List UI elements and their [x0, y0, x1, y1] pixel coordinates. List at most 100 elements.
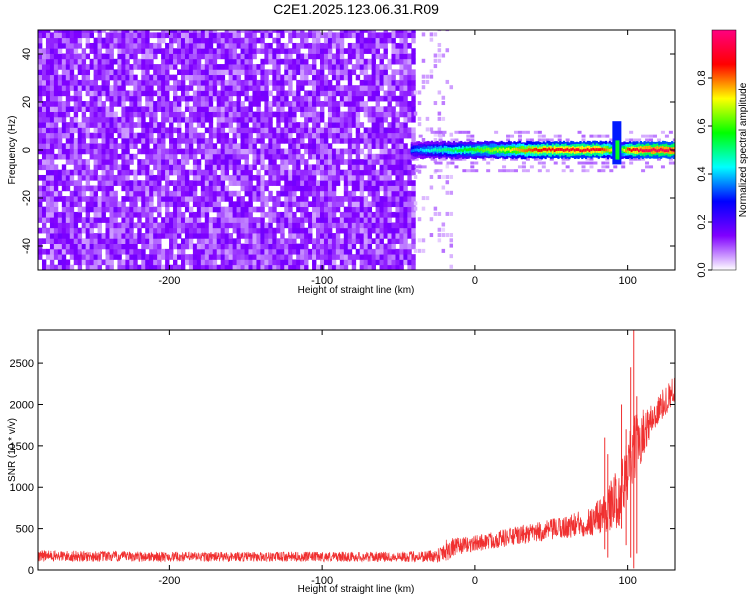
carrier-cell	[429, 149, 432, 153]
heatmap-cell	[184, 217, 190, 223]
heatmap-cell	[85, 116, 91, 123]
heatmap-cell	[192, 132, 198, 139]
heatmap-cell	[224, 248, 230, 255]
heatmap-cell	[343, 180, 349, 186]
heatmap-cell	[296, 233, 301, 239]
heatmap-cell	[355, 169, 361, 176]
heatmap-cell	[133, 153, 138, 160]
heatmap-cell-halo	[581, 165, 586, 169]
heatmap-cell-halo	[521, 161, 526, 165]
heatmap-cell	[192, 211, 198, 218]
heatmap-cell	[161, 248, 166, 255]
heatmap-cell	[133, 85, 138, 91]
heatmap-cell	[97, 180, 102, 186]
heatmap-cell	[169, 201, 174, 208]
carrier-cell	[529, 148, 533, 152]
heatmap-cell	[248, 243, 253, 250]
heatmap-cell	[105, 180, 110, 186]
heatmap-cell-halo	[561, 169, 566, 173]
heatmap-cell	[371, 259, 376, 266]
heatmap-cell	[383, 233, 388, 239]
heatmap-cell	[184, 222, 190, 229]
heatmap-cell-halo	[585, 161, 590, 165]
heatmap-cell	[73, 233, 79, 239]
heatmap-cell	[395, 233, 400, 239]
heatmap-cell	[375, 143, 380, 149]
heatmap-cell	[192, 201, 198, 208]
heatmap-cell	[403, 69, 408, 76]
heatmap-cell	[85, 159, 91, 165]
heatmap-cell	[93, 116, 98, 123]
heatmap-cell	[387, 95, 392, 102]
heatmap-cell	[61, 264, 67, 270]
heatmap-cell	[105, 74, 110, 81]
heatmap-cell	[236, 69, 241, 76]
heatmap-cell	[93, 254, 98, 260]
heatmap-cell-sparse	[421, 248, 426, 253]
heatmap-cell	[121, 90, 126, 97]
carrier-cell	[436, 149, 439, 152]
heatmap-cell-halo	[581, 138, 586, 142]
heatmap-cell	[395, 32, 400, 39]
heatmap-cell	[292, 58, 297, 65]
heatmap-cell	[280, 116, 285, 123]
heatmap-cell	[256, 238, 261, 244]
heatmap-cell	[149, 169, 154, 176]
heatmap-cell	[165, 264, 170, 270]
heatmap-cell	[133, 111, 138, 118]
heatmap-cell	[300, 37, 305, 44]
heatmap-cell	[161, 196, 166, 202]
heatmap-cell	[204, 111, 210, 118]
heatmap-cell	[288, 233, 293, 239]
heatmap-cell	[109, 111, 114, 118]
heatmap-cell	[41, 106, 47, 112]
carrier-cell	[419, 148, 423, 151]
heatmap-cell	[403, 201, 408, 208]
heatmap-cell	[45, 148, 51, 155]
heatmap-cell	[367, 238, 373, 244]
heatmap-cell-halo	[581, 134, 586, 138]
heatmap-cell	[312, 85, 317, 91]
heatmap-cell-halo	[486, 161, 491, 165]
heatmap-cell	[129, 95, 134, 102]
heatmap-cell	[101, 30, 106, 33]
heatmap-cell	[323, 164, 329, 171]
heatmap-cell	[109, 58, 114, 65]
heatmap-cell	[177, 174, 182, 181]
heatmap-cell	[256, 264, 261, 270]
heatmap-cell	[57, 111, 63, 118]
heatmap-cell	[133, 143, 138, 149]
heatmap-cell	[319, 79, 325, 86]
heatmap-cell	[292, 190, 297, 197]
heatmap-cell	[347, 254, 353, 260]
heatmap-cell	[399, 264, 404, 270]
heatmap-cell	[117, 153, 122, 160]
heatmap-cell	[363, 127, 369, 134]
heatmap-cell	[121, 30, 126, 33]
heatmap-cell	[65, 180, 71, 186]
heatmap-cell	[65, 185, 71, 192]
heatmap-cell	[121, 58, 126, 65]
heatmap-cell	[260, 127, 265, 134]
heatmap-cell	[347, 196, 353, 202]
heatmap-cell	[157, 79, 162, 86]
heatmap-cell	[196, 122, 202, 128]
heatmap-cell	[180, 58, 186, 65]
heatmap-cell	[236, 238, 241, 244]
heatmap-cell	[117, 248, 122, 255]
heatmap-cell	[363, 74, 369, 81]
heatmap-cell	[57, 153, 63, 160]
heatmap-cell	[125, 106, 130, 112]
heatmap-cell	[169, 32, 174, 39]
heatmap-cell-halo	[561, 161, 566, 165]
heatmap-cell	[232, 217, 237, 223]
heatmap-cell	[276, 148, 281, 155]
heatmap-cell	[264, 95, 269, 102]
heatmap-cell	[399, 201, 404, 208]
heatmap-cell	[280, 42, 285, 49]
heatmap-cell	[97, 32, 102, 39]
heatmap-cell	[296, 42, 301, 49]
heatmap-cell	[363, 90, 369, 97]
heatmap-cell	[149, 111, 154, 118]
heatmap-cell	[296, 64, 301, 70]
